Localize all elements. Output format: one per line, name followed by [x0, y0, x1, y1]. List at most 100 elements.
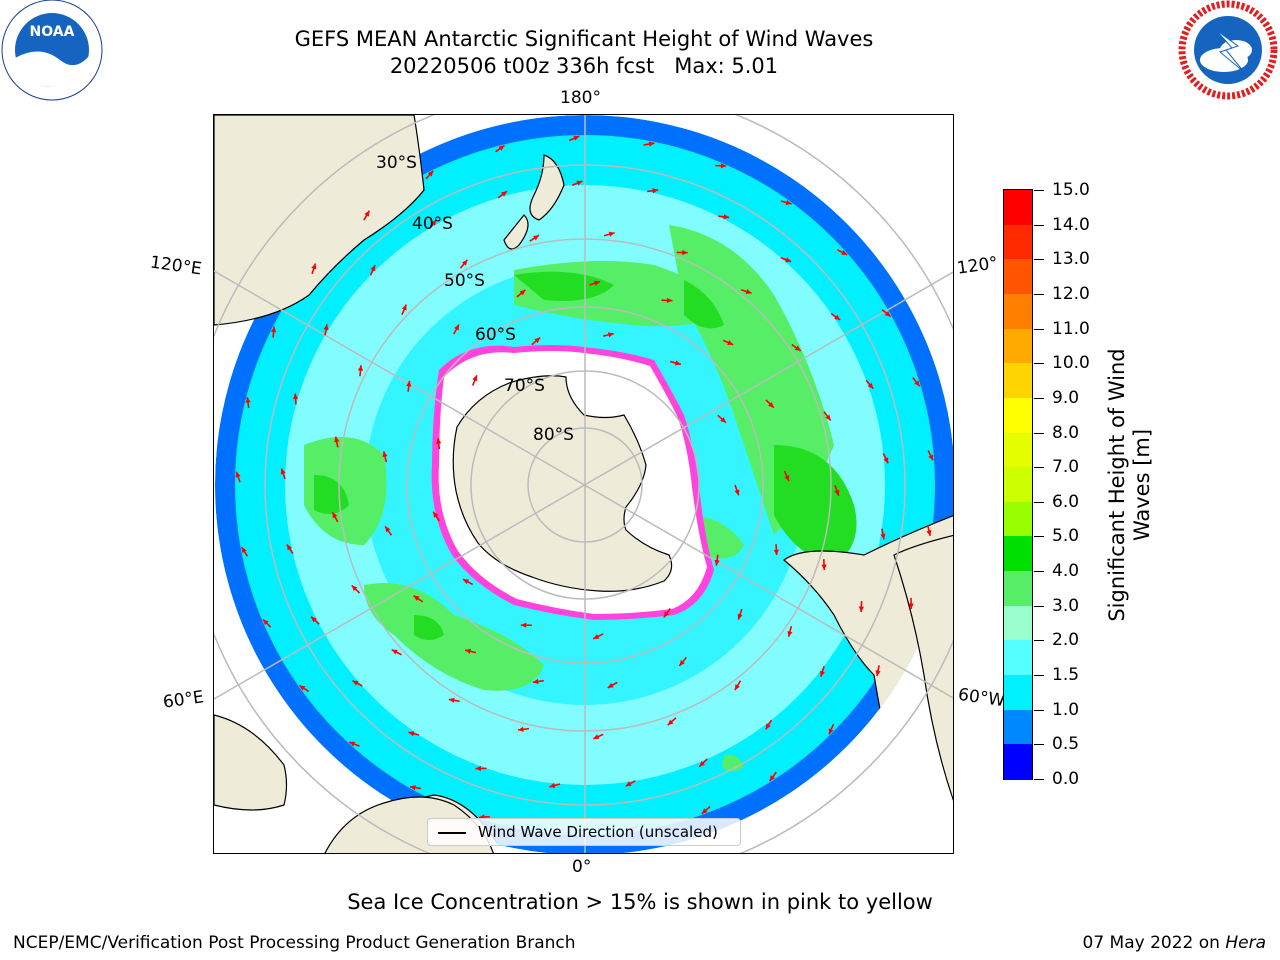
lat-label-40s: 40°S: [412, 214, 453, 234]
wave-arrow-head: [674, 360, 681, 366]
colorbar-segment: [1004, 501, 1032, 538]
colorbar-tick: [1034, 779, 1044, 780]
wave-arrow-head: [720, 417, 726, 423]
wave-arrow-head: [351, 585, 358, 592]
wave-arrow-head: [794, 345, 801, 351]
colorbar-tick-label: 0.0: [1052, 769, 1080, 789]
wave-arrow-head: [841, 250, 848, 255]
wave-arrow-head: [370, 265, 376, 272]
colorbar-tick-label: 4.0: [1052, 561, 1080, 582]
wave-arrow-head: [534, 337, 541, 344]
wave-arrow-head: [357, 365, 364, 371]
wave-arrow-head: [311, 616, 317, 623]
wave-arrow-head: [311, 263, 317, 270]
wave-arrow-head: [448, 697, 455, 703]
colorbar-segment: [1004, 605, 1032, 641]
noaa-logo-text: NOAA: [30, 24, 75, 40]
wave-arrow-head: [408, 731, 415, 737]
wave-arrow-head: [576, 180, 583, 186]
lon-label-60e: 60°E: [161, 687, 206, 713]
wave-arrow-head: [520, 622, 527, 628]
lon-label-120e: 120°E: [148, 252, 203, 280]
wave-arrow-head: [825, 414, 831, 421]
wave-arrow-head: [727, 340, 734, 345]
sea-ice-note: Sea Ice Concentration > 15% is shown in …: [347, 890, 933, 914]
wave-arrow-head: [323, 324, 329, 331]
colorbar-tick: [1034, 536, 1044, 538]
lon-label-120w: 120°: [955, 253, 1000, 279]
wave-arrow-head: [391, 649, 398, 655]
colorbar-segment: [1004, 259, 1032, 295]
wave-arrow-head: [413, 595, 420, 601]
colorbar-segment: [1004, 536, 1032, 572]
wave-arrow-head: [787, 630, 793, 637]
wave-arrow-head: [834, 314, 841, 320]
colorbar-segment: [1004, 293, 1032, 330]
wave-arrow-head: [768, 402, 774, 408]
wave-arrow-head: [498, 145, 505, 151]
wave-arrow-head: [720, 163, 727, 169]
noaa-logo: NOAA: [0, 0, 104, 104]
wave-arrow-head: [475, 765, 481, 772]
colorbar-tick-label: 9.0: [1052, 387, 1080, 408]
wave-arrow-head: [349, 741, 356, 747]
wave-arrow-head: [352, 680, 359, 686]
wave-arrow-head: [785, 257, 792, 263]
wave-arrow-head: [914, 380, 920, 387]
colorbar-tick-label: 1.0: [1052, 699, 1080, 720]
colorbar-segment: [1004, 190, 1032, 226]
wave-arrow-head: [271, 326, 277, 333]
polar-map: [214, 115, 953, 853]
wave-arrow-head: [663, 611, 670, 618]
wave-arrow-head: [593, 634, 600, 639]
colorbar-tick: [1034, 675, 1044, 677]
legend-line: [438, 832, 466, 834]
lat-label-70s: 70°S: [504, 376, 545, 396]
wave-arrow-head: [652, 188, 659, 194]
colorbar-tick: [1034, 293, 1044, 295]
wave-arrow-head: [364, 210, 370, 217]
colorbar-tick: [1034, 501, 1044, 503]
wave-arrow-head: [385, 526, 391, 533]
colorbar-tick-label: 1.5: [1052, 665, 1080, 686]
wave-arrow-head: [745, 289, 752, 295]
wave-arrow-head: [908, 603, 914, 609]
wave-arrow-head: [245, 397, 251, 403]
wave-arrow-head: [401, 304, 407, 311]
colorbar-segment: [1004, 224, 1032, 260]
colorbar-tick: [1034, 259, 1044, 261]
map-panel: 30°S 40°S 50°S 60°S 70°S 80°S Wind Wave …: [213, 114, 954, 854]
colorbar-tick-label: 2.0: [1052, 630, 1080, 651]
wave-arrow-head: [607, 682, 614, 688]
wave-arrow-head: [382, 451, 388, 458]
colorbar-tick-label: 10.0: [1052, 353, 1090, 374]
lon-label-180: 180°: [560, 88, 601, 108]
lat-label-80s: 80°S: [533, 425, 574, 445]
wave-arrow-head: [532, 678, 539, 685]
graticule: [214, 115, 953, 853]
colorbar-tick-label: 11.0: [1052, 318, 1090, 339]
colorbar-tick: [1034, 467, 1044, 469]
credit-text: NCEP/EMC/Verification Post Processing Pr…: [13, 933, 576, 953]
wave-arrow-head: [737, 613, 743, 620]
colorbar-segment: [1004, 744, 1032, 780]
legend-label: Wind Wave Direction (unscaled): [478, 823, 718, 841]
wave-arrow-head: [501, 191, 507, 197]
wave-arrow-head: [332, 512, 338, 519]
wave-arrow-head: [926, 530, 932, 536]
wave-arrow-head: [785, 199, 792, 206]
wave-arrow-head: [648, 141, 655, 147]
colorbar-tick: [1034, 363, 1044, 365]
wave-arrow-head: [594, 280, 600, 286]
colorbar-tick: [1034, 571, 1044, 573]
date-value: 07 May 2022 on: [1082, 933, 1220, 953]
chart-title: GEFS MEAN Antarctic Significant Height o…: [294, 27, 874, 51]
wave-arrow-head: [533, 235, 540, 241]
wave-arrow-head: [880, 533, 886, 540]
wave-arrow-head: [454, 324, 459, 331]
wave-arrow-head: [858, 606, 864, 613]
wave-arrow-head: [463, 579, 470, 585]
chart-subtitle: 20220506 t00z 336h fcst Max: 5.01: [389, 54, 779, 78]
colorbar-tick: [1034, 432, 1044, 434]
wave-arrow-head: [430, 219, 437, 226]
